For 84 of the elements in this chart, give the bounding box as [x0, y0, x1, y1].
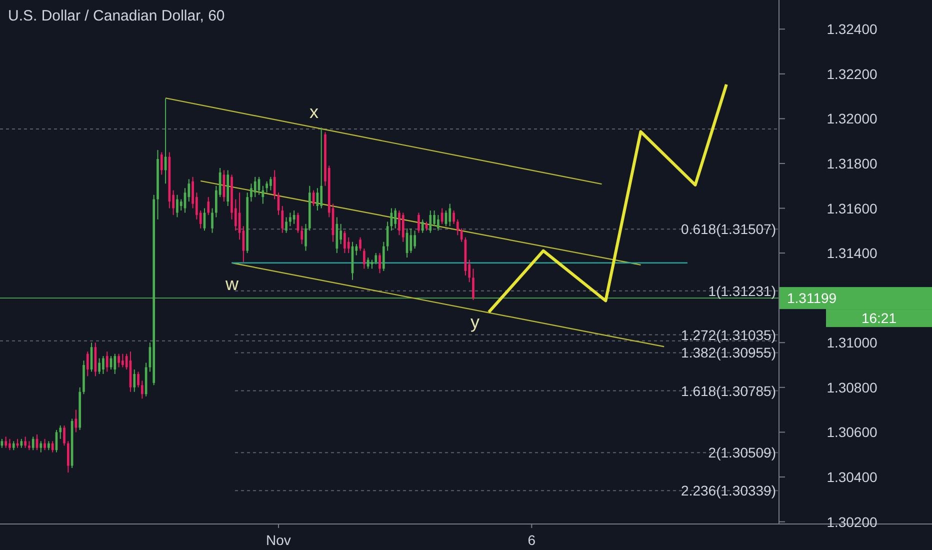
- candlestick: [133, 368, 136, 392]
- candlestick: [32, 436, 34, 451]
- candlestick: [452, 210, 455, 224]
- candlestick: [344, 230, 346, 254]
- candlestick: [281, 206, 284, 234]
- ref-line-label: 1.382(1.30955): [681, 344, 776, 361]
- y-tick-label: 1.31600: [826, 200, 878, 216]
- candlestick: [285, 216, 288, 234]
- candlestick: [448, 203, 452, 227]
- candlestick: [98, 358, 100, 374]
- candlestick: [300, 226, 304, 245]
- ref-line-label: 2.236(1.30339): [681, 482, 776, 499]
- candlestick: [270, 176, 272, 191]
- candlestick: [254, 176, 256, 198]
- candlestick: [250, 183, 252, 202]
- candlestick: [176, 194, 178, 218]
- candlestick: [106, 351, 108, 372]
- y-tick-label: 1.32400: [826, 21, 878, 38]
- x-tick-label: 6: [528, 532, 536, 548]
- candlestick: [382, 241, 385, 272]
- y-tick-label: 1.30200: [826, 514, 878, 530]
- text: U.S. Dollar / Canadian Dollar, 60: [8, 8, 225, 24]
- candlestick: [320, 127, 323, 209]
- text: 16:21: [861, 310, 897, 326]
- y-tick-label: 1.31400: [826, 245, 878, 262]
- y-tick-label: 1.32200: [826, 66, 878, 82]
- candlestick: [59, 424, 62, 440]
- candlestick: [86, 351, 89, 377]
- y-tick-label: 1.30600: [826, 424, 878, 440]
- candlestick: [137, 371, 140, 388]
- candlestick: [359, 236, 362, 252]
- x-tick-label: Nov: [266, 532, 291, 548]
- candlestick: [114, 353, 116, 374]
- y-tick-label: 1.32000: [826, 110, 878, 127]
- candlestick: [472, 268, 474, 301]
- candlestick: [211, 208, 214, 234]
- ref-line-label: 2(1.30509): [708, 444, 776, 461]
- ref-line-label: 0.618(1.31507): [681, 221, 776, 238]
- candlestick: [160, 152, 163, 176]
- candlestick: [456, 218, 459, 236]
- annotation: x: [310, 102, 318, 122]
- candlestick: [44, 438, 46, 451]
- candlestick: [273, 170, 276, 200]
- candlestick: [289, 212, 292, 227]
- ref-line-label: 1.618(1.30785): [681, 382, 776, 399]
- candlestick: [414, 230, 416, 250]
- y-tick-label: 1.30800: [826, 379, 878, 396]
- candlestick: [8, 438, 11, 451]
- candlestick: [266, 180, 268, 194]
- candlestick: [433, 210, 436, 227]
- candlestick: [429, 210, 432, 234]
- candlestick: [141, 380, 144, 400]
- candlestick: [378, 252, 381, 274]
- candlestick: [421, 218, 424, 234]
- candlestick: [51, 440, 54, 453]
- candlestick: [347, 236, 350, 254]
- y-tick-label: 1.31800: [826, 155, 878, 172]
- candlestick: [66, 440, 70, 473]
- candlestick: [304, 223, 307, 252]
- candlestick: [394, 208, 397, 229]
- ref-line-label: 1.272(1.31035): [681, 326, 776, 343]
- ref-line-label: 1(1.31231): [708, 282, 776, 299]
- candlestick: [363, 248, 366, 270]
- candlestick: [402, 212, 404, 242]
- candlestick: [207, 196, 210, 216]
- ref-line-label: 1.31199: [787, 290, 837, 306]
- candlestick: [440, 208, 444, 224]
- candlestick: [262, 185, 264, 204]
- candlestick: [398, 210, 400, 236]
- y-tick-label: 1.31000: [826, 334, 878, 351]
- candlestick: [418, 212, 420, 234]
- y-tick-label: 1.30400: [826, 468, 878, 485]
- candlestick: [24, 436, 26, 448]
- candlestick: [40, 440, 42, 453]
- candlestick: [340, 223, 342, 245]
- annotation: w: [224, 274, 240, 294]
- candlestick: [122, 353, 124, 368]
- candlestick: [118, 353, 120, 368]
- annotation: y: [470, 312, 480, 332]
- candlestick: [4, 436, 8, 448]
- candlestick: [374, 252, 378, 265]
- candlestick: [102, 356, 104, 374]
- candlestick: [437, 214, 440, 232]
- candlestick: [63, 424, 66, 446]
